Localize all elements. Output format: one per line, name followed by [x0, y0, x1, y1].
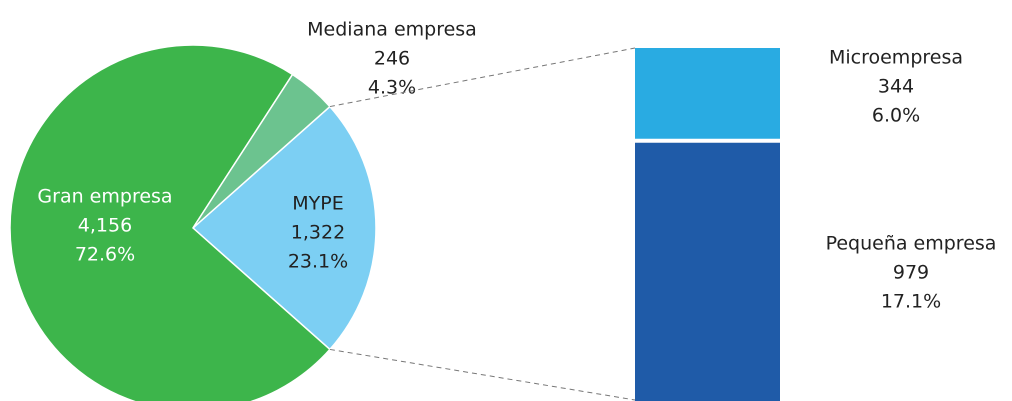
value-label: 1,322 [291, 222, 345, 244]
category-label: Microempresa [829, 47, 963, 69]
percent-label: 4.3% [368, 77, 416, 99]
percent-label: 6.0% [872, 105, 920, 127]
bar-segment [635, 142, 780, 401]
bar-segment [635, 48, 780, 139]
category-label: Mediana empresa [307, 19, 477, 41]
percent-label: 23.1% [288, 251, 348, 273]
pie-slice [9, 44, 331, 401]
value-label: 246 [374, 48, 410, 70]
category-label: MYPE [292, 193, 343, 215]
value-label: 979 [893, 262, 929, 284]
category-label: Gran empresa [37, 186, 172, 208]
pie-slice [191, 105, 377, 351]
category-label: Pequeña empresa [826, 233, 997, 255]
pie-slice [192, 73, 331, 229]
percent-label: 17.1% [881, 291, 941, 313]
percent-label: 72.6% [75, 244, 135, 266]
value-label: 4,156 [78, 215, 132, 237]
connector-line [329, 348, 636, 401]
connector-line [329, 47, 636, 108]
value-label: 344 [878, 76, 914, 98]
